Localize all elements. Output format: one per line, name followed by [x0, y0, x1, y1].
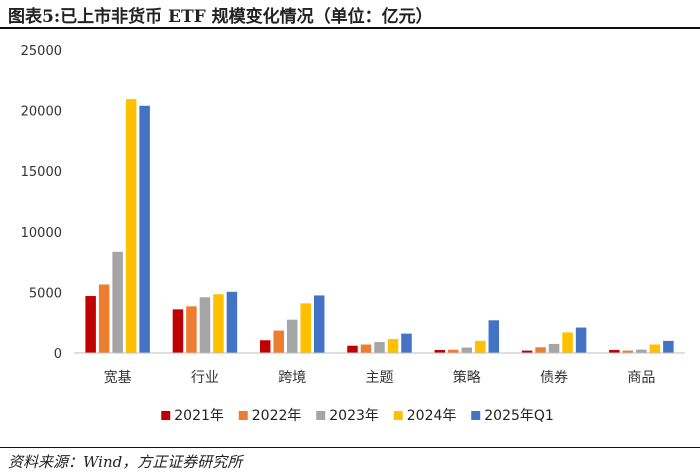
bar [259, 340, 271, 353]
bar [213, 294, 224, 353]
bar [488, 320, 500, 353]
legend-swatch [393, 411, 403, 420]
source-note: 资料来源：Wind，方正证券研究所 [8, 453, 243, 471]
legend: 2021年 2022年 2023年 2024年 2025年Q1 [161, 408, 554, 424]
bar [199, 297, 211, 353]
bar [448, 349, 459, 353]
legend-swatch [316, 411, 326, 420]
x-tick-label: 商品 [627, 370, 655, 386]
y-tick-label: 0 [54, 347, 62, 362]
bar [112, 251, 123, 353]
x-tick-label: 债券 [540, 370, 568, 386]
bar [273, 330, 284, 353]
bar [535, 347, 546, 353]
legend-swatch [161, 411, 171, 420]
bar [125, 99, 137, 353]
bar [286, 319, 298, 353]
bar [622, 350, 634, 353]
y-axis-ticks: 0 5000 10000 15000 20000 25000 [21, 44, 62, 362]
chart-area: 0 5000 10000 15000 20000 25000 宽基 行业 跨境 主题 策略 债券 商品… [21, 44, 685, 424]
bar [434, 349, 446, 353]
legend-label: 2023年 [329, 408, 379, 424]
x-tick-label: 主题 [366, 370, 394, 386]
y-tick-label: 15000 [21, 165, 62, 180]
bar [475, 340, 486, 353]
legend-label: 2024年 [407, 408, 457, 424]
bar [85, 296, 96, 353]
bar [172, 309, 184, 353]
legend-swatch [471, 411, 481, 420]
bar [360, 344, 372, 353]
bar [649, 344, 661, 353]
legend-label: 2025年Q1 [484, 408, 554, 424]
bar [609, 349, 620, 353]
y-tick-label: 20000 [21, 105, 62, 120]
bar [461, 347, 473, 353]
title-rule [0, 27, 700, 29]
bar [387, 339, 399, 353]
bar [636, 349, 647, 353]
legend-label: 2021年 [174, 408, 224, 424]
bar [139, 105, 150, 353]
legend-label: 2022年 [252, 408, 302, 424]
x-tick-label: 策略 [453, 369, 481, 386]
x-tick-label: 行业 [191, 370, 219, 386]
x-axis-labels: 宽基 行业 跨境 主题 策略 债券 商品 [104, 369, 656, 386]
source-rule [0, 447, 700, 448]
bar [98, 284, 110, 353]
y-tick-label: 5000 [29, 286, 62, 301]
legend-swatch [238, 411, 248, 420]
bar [663, 340, 674, 353]
chart-title: 图表5:已上市非货币 ETF 规模变化情况（单位：亿元） [8, 7, 433, 27]
bars [85, 99, 674, 353]
bar [575, 327, 587, 353]
bar [374, 342, 385, 353]
bar [401, 333, 412, 353]
bar [313, 295, 325, 353]
bar [186, 306, 197, 353]
bar [548, 343, 560, 353]
x-tick-label: 跨境 [278, 370, 306, 386]
bar [300, 303, 311, 353]
x-tick-label: 宽基 [104, 369, 132, 386]
y-tick-label: 25000 [21, 44, 62, 59]
bar [347, 345, 358, 353]
bar [562, 332, 573, 353]
y-tick-label: 10000 [21, 226, 62, 241]
bar [226, 291, 238, 353]
bar [521, 350, 533, 353]
